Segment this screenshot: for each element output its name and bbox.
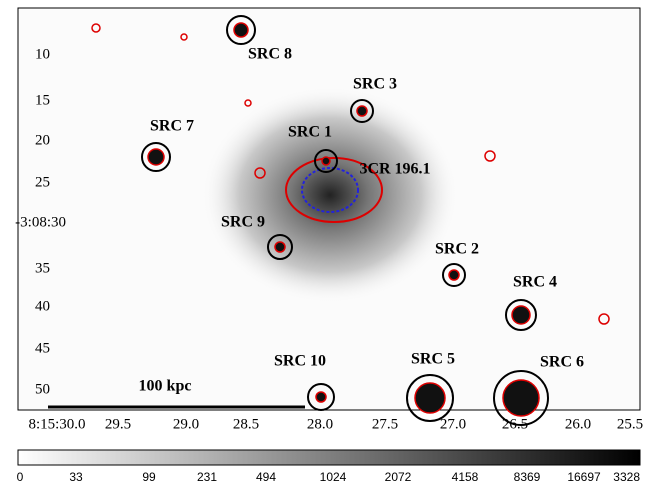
x-tick-label: 27.5 [372,416,398,432]
source-label: SRC 3 [353,76,397,93]
y-tick-label: 45 [35,340,50,356]
x-tick-label: 29.5 [105,416,131,432]
source-label: SRC 6 [540,354,584,371]
x-tick-label: 27.0 [440,416,466,432]
y-tick-label: 40 [35,298,50,314]
contour [285,157,383,223]
y-tick-label: -3:08:30 [15,214,66,230]
source-label: SRC 9 [221,214,265,231]
source-circles [141,15,549,426]
x-tick-label: 29.0 [173,416,199,432]
colorbar-tick-label: 33 [69,470,83,484]
source-label: SRC 5 [411,351,455,368]
colorbar-tick-label: 8369 [514,470,541,484]
scale-label: 100 kpc [139,378,192,395]
source-label: SRC 1 [288,124,332,141]
colorbar-tick-label: 99 [142,470,156,484]
colorbar-tick-label: 3328 [613,470,640,484]
x-tick-label: 28.0 [307,416,333,432]
y-tick-label: 15 [35,92,50,108]
y-tick-label: 20 [35,132,50,148]
colorbar-tick-label: 16697 [567,470,601,484]
diffuse-emission [200,85,460,305]
y-tick-label: 35 [35,260,50,276]
colorbar-tick-label: 4158 [452,470,479,484]
colorbar-tick-label: 0 [17,470,24,484]
source-label: 3CR 196.1 [359,161,430,178]
x-tick-label: 8:15:30.0 [28,416,85,432]
colorbar-tick-label: 231 [197,470,217,484]
source-points [91,22,610,417]
source-label: SRC 10 [274,353,326,370]
x-tick-label: 26.5 [502,416,528,432]
colorbar [17,449,641,466]
x-tick-label: 25.5 [617,416,643,432]
source-label: SRC 4 [513,274,557,291]
x-tick-label: 28.5 [233,416,259,432]
source-label: SRC 2 [435,241,479,258]
colorbar-tick-label: 1024 [320,470,347,484]
source-label: SRC 7 [150,118,194,135]
y-tick-label: 50 [35,381,50,397]
x-tick-label: 26.0 [565,416,591,432]
contour [301,167,359,213]
colorbar-tick-label: 494 [256,470,276,484]
y-tick-label: 10 [35,46,50,62]
y-tick-label: 25 [35,174,50,190]
colorbar-tick-label: 2072 [385,470,412,484]
source-label: SRC 8 [248,46,292,63]
